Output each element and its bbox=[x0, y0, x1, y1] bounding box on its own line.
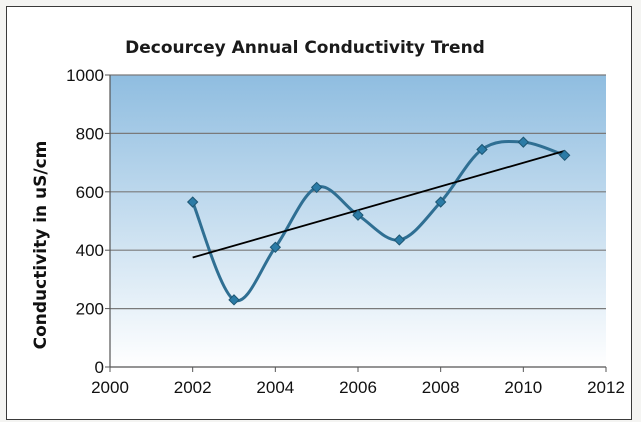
y-tick-label: 0 bbox=[95, 358, 104, 377]
y-tick-label: 800 bbox=[76, 124, 104, 143]
series bbox=[191, 139, 566, 303]
data-point bbox=[269, 241, 282, 253]
x-tick-label: 2008 bbox=[422, 378, 460, 397]
axes bbox=[105, 74, 607, 372]
y-tick-labels: 0 200 400 600 800 1000 bbox=[66, 66, 104, 377]
x-tick-labels: 2000 2002 2004 2006 2008 2010 2012 bbox=[91, 378, 625, 397]
data-point bbox=[186, 196, 199, 208]
x-tick-label: 2004 bbox=[256, 378, 294, 397]
x-tick-label: 2012 bbox=[587, 378, 625, 397]
data-point bbox=[476, 143, 488, 156]
gridlines bbox=[110, 74, 606, 310]
data-point bbox=[434, 196, 447, 208]
plot-area bbox=[110, 75, 606, 367]
x-tick-label: 2006 bbox=[339, 378, 377, 397]
data-point bbox=[393, 234, 406, 246]
x-tick-label: 2000 bbox=[91, 378, 129, 397]
y-tick-label: 1000 bbox=[66, 66, 104, 85]
trendline bbox=[192, 150, 565, 259]
y-tick-label: 400 bbox=[76, 241, 104, 260]
trendline-group bbox=[192, 150, 565, 259]
y-tick-label: 600 bbox=[76, 183, 104, 202]
series-line bbox=[191, 139, 566, 303]
data-markers bbox=[186, 136, 571, 306]
x-tick-label: 2010 bbox=[504, 378, 542, 397]
data-point bbox=[558, 149, 571, 162]
data-point bbox=[228, 294, 240, 306]
data-point bbox=[310, 181, 323, 194]
y-axis-label: Conductivity in uS/cm bbox=[31, 141, 51, 350]
data-point bbox=[352, 209, 364, 221]
data-point bbox=[517, 136, 530, 148]
y-tick-label: 200 bbox=[76, 300, 104, 319]
chart-title: Decourcey Annual Conductivity Trend bbox=[125, 38, 485, 58]
x-tick-label: 2002 bbox=[174, 378, 212, 397]
